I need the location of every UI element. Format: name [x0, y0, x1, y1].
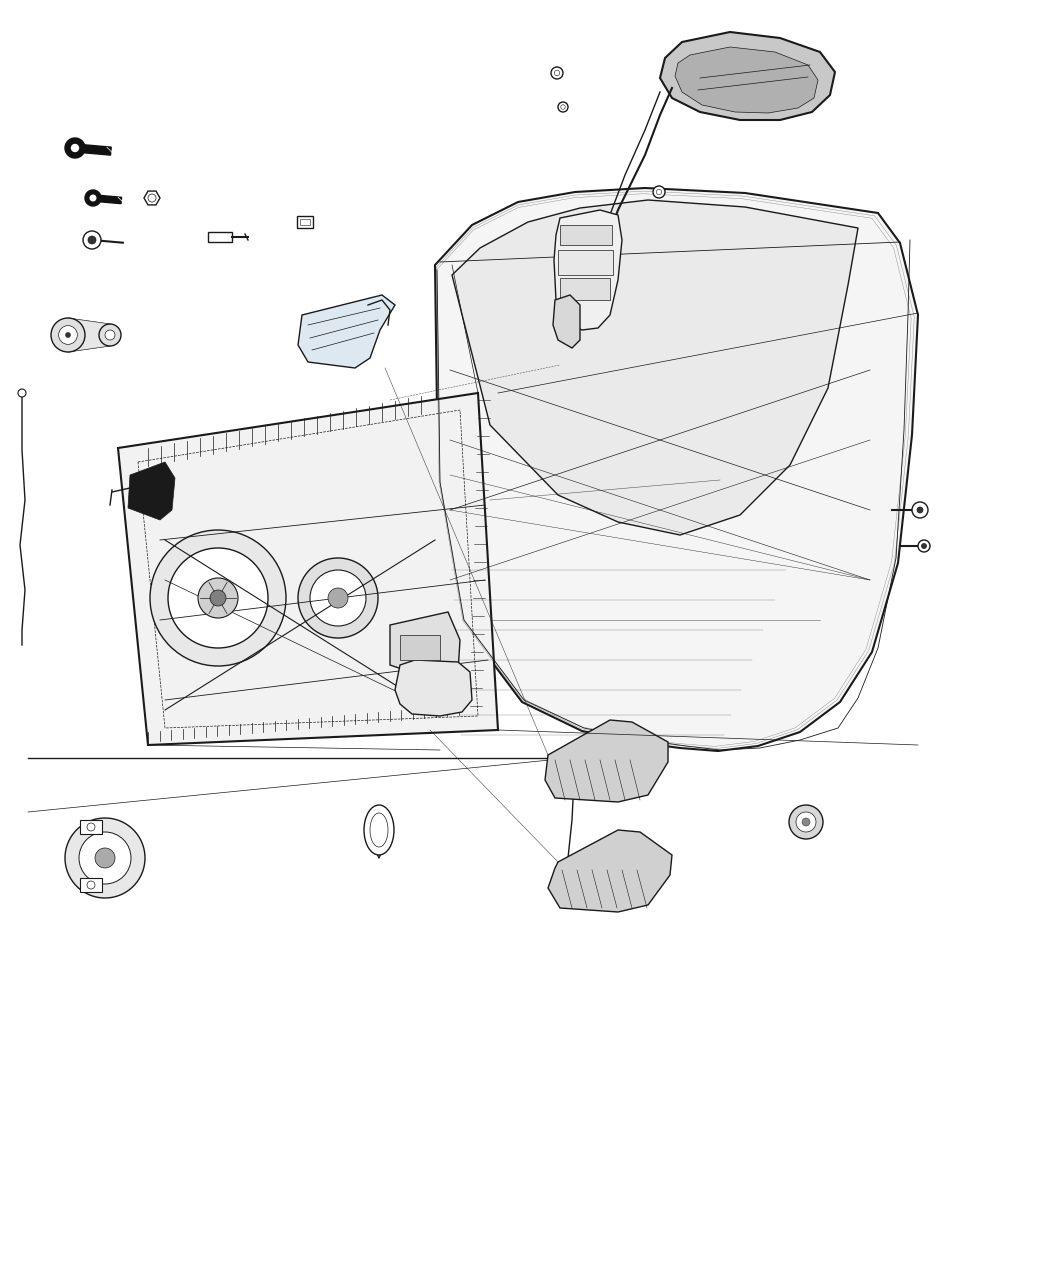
Circle shape: [65, 333, 70, 338]
Bar: [300, 219, 310, 224]
Polygon shape: [68, 317, 110, 352]
Circle shape: [65, 138, 85, 158]
Circle shape: [917, 507, 923, 513]
Bar: [80, 820, 102, 834]
Polygon shape: [435, 187, 918, 751]
Circle shape: [796, 812, 816, 833]
Circle shape: [561, 105, 565, 110]
Circle shape: [328, 588, 348, 608]
Bar: [560, 224, 612, 245]
Ellipse shape: [364, 805, 394, 856]
Polygon shape: [395, 660, 472, 717]
Polygon shape: [99, 195, 122, 204]
Circle shape: [554, 70, 560, 75]
Circle shape: [918, 541, 930, 552]
Bar: [400, 635, 440, 660]
Polygon shape: [298, 295, 395, 368]
Circle shape: [105, 330, 114, 340]
Bar: [80, 878, 102, 892]
Circle shape: [59, 325, 78, 344]
Circle shape: [298, 558, 378, 638]
Circle shape: [71, 144, 79, 152]
Circle shape: [789, 805, 823, 839]
Circle shape: [150, 530, 286, 666]
Bar: [297, 215, 313, 228]
Circle shape: [94, 848, 116, 868]
Circle shape: [558, 102, 568, 112]
Circle shape: [922, 543, 926, 548]
Circle shape: [653, 186, 665, 198]
Ellipse shape: [370, 813, 388, 847]
Polygon shape: [128, 462, 175, 520]
Circle shape: [168, 548, 268, 648]
Circle shape: [551, 68, 563, 79]
Circle shape: [90, 195, 96, 200]
Circle shape: [83, 231, 101, 249]
Polygon shape: [553, 295, 580, 348]
Polygon shape: [118, 393, 498, 745]
Polygon shape: [660, 32, 835, 120]
Circle shape: [198, 578, 238, 618]
Circle shape: [802, 819, 810, 826]
Circle shape: [79, 833, 131, 884]
Circle shape: [656, 189, 662, 195]
Bar: [208, 232, 232, 242]
Polygon shape: [554, 210, 622, 330]
Circle shape: [310, 570, 366, 626]
Circle shape: [85, 190, 101, 207]
Polygon shape: [390, 612, 460, 682]
Circle shape: [99, 324, 121, 346]
Polygon shape: [83, 144, 111, 156]
Circle shape: [912, 502, 928, 518]
Circle shape: [87, 881, 94, 889]
Polygon shape: [548, 830, 672, 912]
Circle shape: [87, 822, 94, 831]
Bar: [558, 250, 613, 275]
Circle shape: [148, 194, 156, 201]
Polygon shape: [144, 191, 160, 205]
Circle shape: [51, 317, 85, 352]
Polygon shape: [545, 720, 668, 802]
Circle shape: [65, 819, 145, 898]
Polygon shape: [675, 47, 818, 113]
Circle shape: [18, 389, 26, 397]
Circle shape: [88, 236, 96, 244]
Polygon shape: [452, 200, 858, 536]
Circle shape: [210, 590, 226, 606]
Bar: [560, 278, 610, 300]
